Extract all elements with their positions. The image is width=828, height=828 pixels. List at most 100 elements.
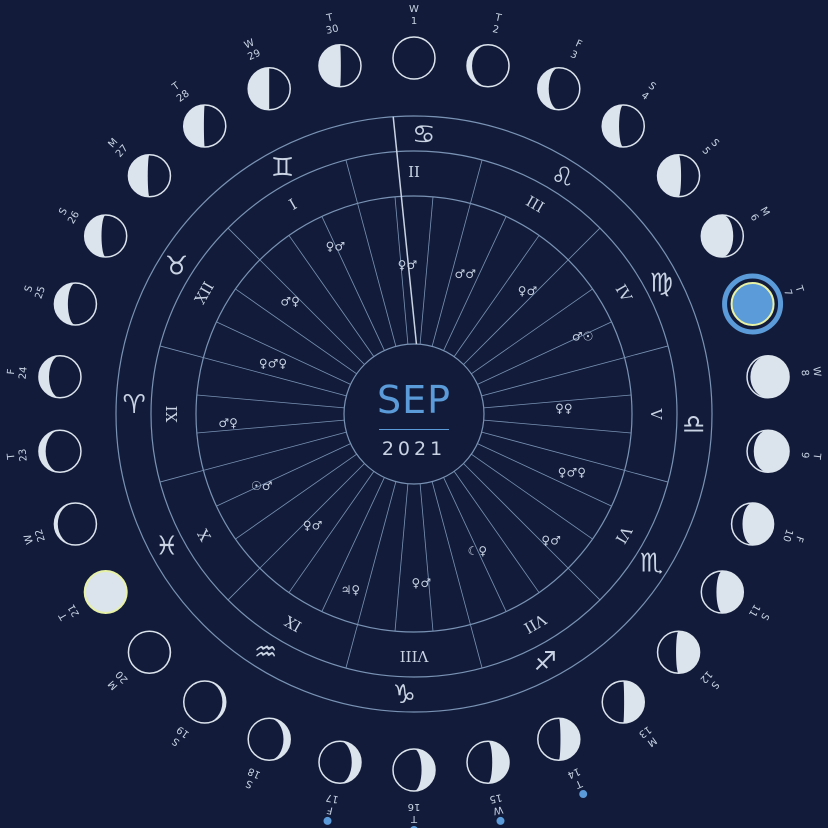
weekday-label: S — [758, 611, 771, 622]
spoke — [259, 463, 365, 569]
aspect-glyph: ♀♂ — [541, 534, 561, 548]
zodiac-divider — [345, 624, 358, 669]
zodiac-divider — [159, 345, 204, 358]
moon-outline — [127, 154, 172, 198]
moon-shadow — [467, 741, 493, 784]
spoke — [431, 203, 471, 347]
moon-shadow — [203, 104, 226, 147]
weekday-label: W — [23, 532, 37, 545]
spoke — [453, 235, 540, 357]
moon-shadow — [701, 571, 723, 613]
moon-shadow — [269, 67, 291, 110]
event-dot — [579, 790, 588, 799]
zodiac-divider — [567, 227, 601, 261]
moon-outline — [730, 502, 775, 546]
day-number-label: 30 — [325, 23, 340, 36]
moon-shadow — [619, 104, 645, 147]
moon-outline — [247, 67, 291, 111]
moon-day-4: S4 — [601, 80, 658, 148]
weekday-label: W — [810, 366, 822, 377]
moon-shadow — [678, 154, 700, 197]
moon-disc — [747, 430, 790, 473]
moon-day-30: T30 — [318, 12, 362, 88]
sagittarius-icon: ♐ — [534, 647, 557, 677]
pisces-icon: ♓ — [155, 531, 178, 561]
moon-shadow — [101, 215, 127, 257]
moon-outline — [182, 680, 227, 724]
day-number-label: 25 — [34, 285, 48, 301]
weekday-label: S — [170, 735, 182, 748]
capricorn-icon: ♑ — [393, 680, 416, 710]
day-number-label: 8 — [799, 369, 811, 376]
day-number-label: 10 — [780, 528, 794, 544]
moon-day-7: T7 — [722, 273, 805, 335]
moon-day-27: M27 — [106, 136, 172, 198]
spoke — [431, 481, 471, 625]
spoke — [453, 471, 540, 593]
aspect-glyph: ♃♀ — [341, 583, 361, 597]
moon-outline — [656, 630, 701, 674]
moon-day-5: S5 — [656, 137, 721, 198]
gemini-icon: ♊ — [271, 153, 294, 183]
zodiac-divider — [159, 470, 204, 483]
moon-shadow — [147, 154, 171, 197]
weekday-label: F — [793, 535, 805, 544]
weekday-label: W — [409, 4, 419, 15]
spoke — [477, 443, 612, 507]
day-number-label: 22 — [34, 528, 48, 544]
day-number-label: 1 — [411, 16, 417, 27]
moon-outline — [700, 214, 745, 258]
zodiac-divider — [624, 345, 669, 358]
taurus-icon: ♉ — [165, 252, 188, 282]
day-number-label: 14 — [566, 765, 582, 780]
moon-shadow — [472, 44, 510, 87]
aspect-glyph: ♀♂ — [326, 239, 346, 253]
day-number-label: 18 — [246, 765, 262, 780]
moon-day-16: T16 — [392, 748, 436, 828]
weekday-label: T — [810, 452, 822, 461]
zodiac-divider — [470, 624, 483, 669]
aspect-glyph: ☉♂ — [251, 479, 273, 493]
day-number-label: 29 — [246, 48, 262, 63]
house-numeral: IV — [612, 281, 637, 306]
day-number-label: 2 — [491, 24, 500, 36]
day-number-label: 23 — [18, 448, 30, 462]
aries-icon: ♈ — [123, 390, 146, 420]
leo-icon: ♌ — [551, 163, 574, 193]
moon-day-23: T 23 — [6, 429, 82, 473]
weekday-label: S — [57, 206, 70, 217]
house-numeral: III — [523, 192, 547, 217]
aspect-glyph: ♀♂♀ — [558, 465, 586, 479]
moon-day-26: S26 — [57, 206, 128, 258]
moon-shadow — [49, 355, 81, 398]
zodiac-divider — [227, 567, 261, 601]
moon-day-2: T2 — [466, 12, 510, 88]
aspect-glyphs: ♂♂ ♀♂ ♂☉ ♀♀ ♀♂♀ ♀♂ ☾♀ ♀♂ ♃♀ ♀♂ ☉♂ ♂♀ ♀♂♀ ♂♀ ♀♂ ♀♂ — [218, 239, 593, 596]
spoke — [203, 357, 347, 397]
moon-day-15: W15 — [466, 740, 510, 825]
house-numeral: VIII — [400, 647, 430, 665]
moon-outline — [700, 570, 745, 614]
aspect-glyph: ♀♂♀ — [259, 357, 287, 371]
day-number-label: 24 — [18, 366, 30, 380]
moon-shadow — [45, 430, 81, 473]
wheel-spokes — [159, 116, 669, 669]
aspect-glyph: ☾♀ — [468, 544, 488, 558]
spoke — [481, 431, 625, 471]
spoke — [288, 471, 375, 593]
house-numeral: IX — [281, 611, 305, 635]
weekday-label: T — [792, 283, 805, 294]
spoke — [321, 216, 385, 351]
moon-shadow — [248, 718, 284, 761]
moon-shadow — [722, 215, 744, 257]
moon-outline — [38, 429, 82, 473]
day-number-label: 5 — [699, 145, 711, 157]
moon-outline — [53, 282, 98, 326]
spoke — [471, 288, 593, 375]
spoke — [321, 477, 385, 612]
moon-shadow — [537, 718, 561, 761]
moon-disc — [84, 571, 127, 613]
today-ring — [722, 273, 784, 335]
spoke — [463, 259, 569, 365]
house-numeral: V — [647, 408, 665, 421]
